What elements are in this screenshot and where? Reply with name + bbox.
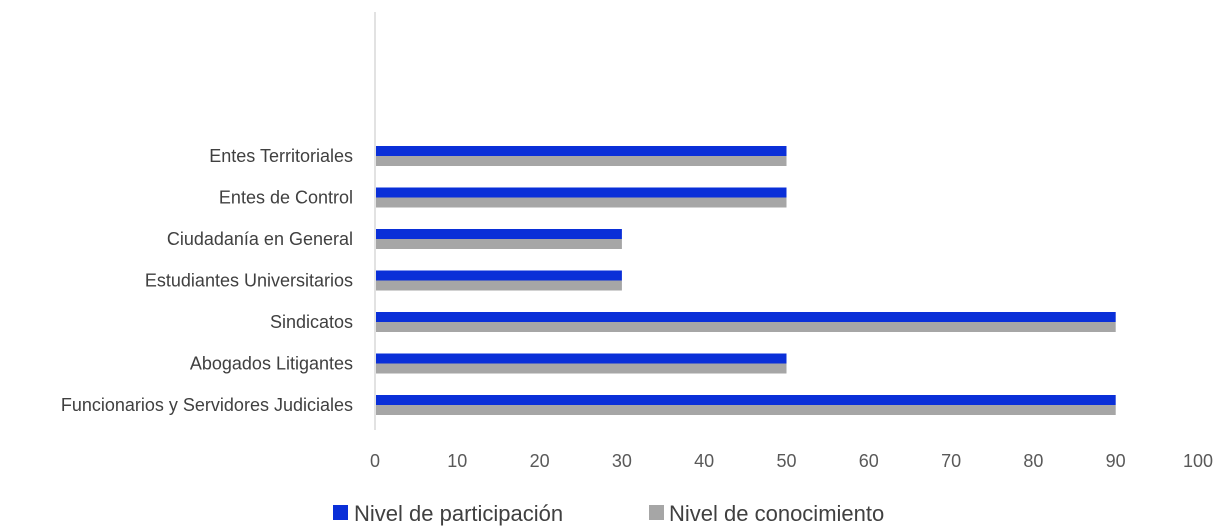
bar-participacion-0 — [376, 395, 1116, 405]
category-label: Funcionarios y Servidores Judiciales — [61, 395, 353, 415]
x-tick-label: 40 — [694, 451, 714, 471]
x-tick-label: 90 — [1106, 451, 1126, 471]
bar-participacion-6 — [376, 146, 787, 156]
category-label: Ciudadanía en General — [167, 229, 353, 249]
bar-conocimiento-5 — [376, 197, 787, 208]
category-labels: Funcionarios y Servidores Judiciales Abog… — [61, 146, 353, 415]
x-tick-label: 60 — [859, 451, 879, 471]
bar-participacion-2 — [376, 312, 1116, 322]
category-label: Abogados Litigantes — [190, 354, 353, 374]
x-tick-label: 70 — [941, 451, 961, 471]
x-tick-label: 0 — [370, 451, 380, 471]
bar-participacion-3 — [376, 270, 622, 281]
x-tick-label: 100 — [1183, 451, 1213, 471]
bar-conocimiento-1 — [376, 363, 787, 374]
bar-participacion-1 — [376, 353, 787, 364]
x-tick-label: 20 — [530, 451, 550, 471]
bar-conocimiento-3 — [376, 280, 622, 291]
x-tick-label: 80 — [1023, 451, 1043, 471]
x-tick-label: 30 — [612, 451, 632, 471]
category-label: Estudiantes Universitarios — [145, 271, 353, 291]
legend-swatch — [333, 505, 348, 520]
legend-label: Nivel de conocimiento — [669, 501, 884, 526]
legend-swatch — [649, 505, 664, 520]
legend-label: Nivel de participación — [354, 501, 563, 526]
legend: Nivel de participación Nivel de conocimie… — [333, 501, 884, 526]
bar-participacion-5 — [376, 187, 787, 198]
bar-conocimiento-6 — [376, 156, 787, 166]
category-label: Entes de Control — [219, 188, 353, 208]
bar-conocimiento-4 — [376, 239, 622, 249]
bar-conocimiento-2 — [376, 322, 1116, 332]
x-tick-label: 10 — [447, 451, 467, 471]
bar-participacion-4 — [376, 229, 622, 239]
category-label: Entes Territoriales — [209, 146, 353, 166]
x-axis-tick-labels: 0 10 20 30 40 50 60 70 80 90 100 — [370, 451, 1213, 471]
bar-conocimiento-0 — [376, 405, 1116, 415]
x-tick-label: 50 — [776, 451, 796, 471]
category-label: Sindicatos — [270, 312, 353, 332]
bars-layer — [376, 146, 1116, 415]
